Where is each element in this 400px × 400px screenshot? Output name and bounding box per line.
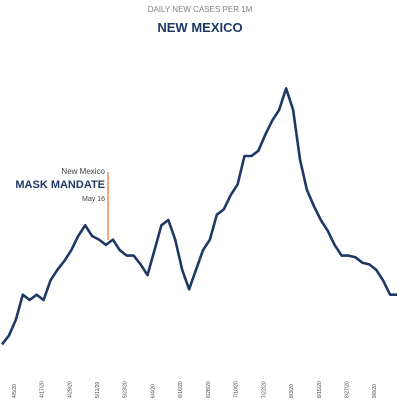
x-tick-label: 5/11/20 [95,381,101,398]
x-tick-label: 7/10/20 [234,381,240,398]
x-tick-label: 4/29/20 [67,381,73,398]
annotation: New Mexico MASK MANDATE May 16 [15,167,109,240]
x-tick-label: 8/15/20 [317,381,323,398]
chart-subtitle: DAILY NEW CASES PER 1M [148,5,253,14]
x-tick-label: 4/5/20 [12,384,18,398]
annotation-text: New Mexico [61,167,105,176]
x-tick-label: 9/8/20 [372,384,378,398]
x-tick-label: 7/22/20 [261,381,267,398]
x-tick-label: 8/3/20 [289,384,295,398]
data-line [0,87,397,346]
chart-title: NEW MEXICO [157,20,242,35]
annotation-title: MASK MANDATE [15,179,105,191]
x-tick-label: 4/17/20 [40,381,46,398]
x-tick-label: 8/27/20 [344,381,350,398]
x-tick-label: 6/28/20 [206,381,212,398]
x-tick-label: 6/16/20 [178,381,184,398]
x-tick-label: 5/23/20 [123,381,129,398]
annotation-date: May 16 [82,196,105,203]
x-tick-label: 6/4/20 [150,384,156,398]
